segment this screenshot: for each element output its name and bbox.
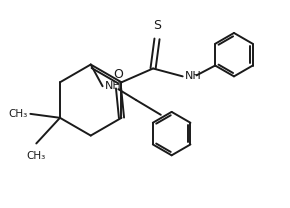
- Text: S: S: [153, 19, 161, 32]
- Text: NH: NH: [105, 81, 121, 91]
- Text: O: O: [114, 68, 124, 81]
- Text: CH₃: CH₃: [27, 151, 46, 161]
- Text: NH: NH: [185, 71, 201, 81]
- Text: CH₃: CH₃: [8, 109, 28, 119]
